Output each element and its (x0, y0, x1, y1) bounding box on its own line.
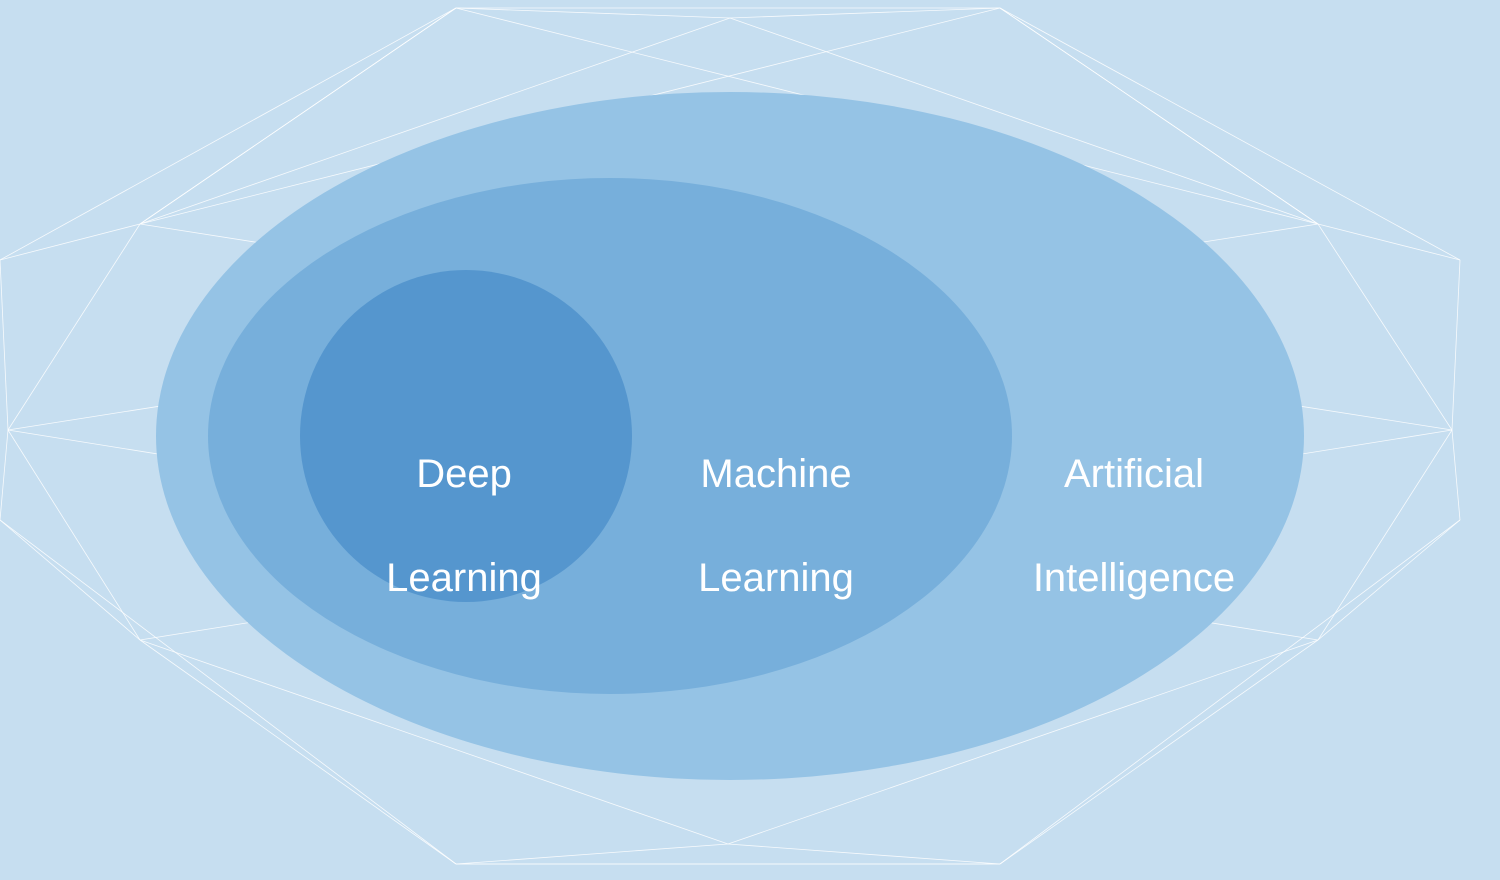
label-ml-line1: Machine (700, 452, 851, 496)
label-deep-learning: Deep Learning (386, 396, 542, 604)
label-dl-line1: Deep (416, 452, 512, 496)
label-ai-line1: Artificial (1064, 452, 1204, 496)
label-ai-line2: Intelligence (1033, 556, 1235, 600)
label-dl-line2: Learning (386, 556, 542, 600)
label-machine-learning: Machine Learning (698, 396, 854, 604)
label-artificial-intelligence: Artificial Intelligence (1033, 396, 1235, 604)
label-ml-line2: Learning (698, 556, 854, 600)
diagram-canvas: Artificial Intelligence Machine Learning… (0, 0, 1500, 880)
